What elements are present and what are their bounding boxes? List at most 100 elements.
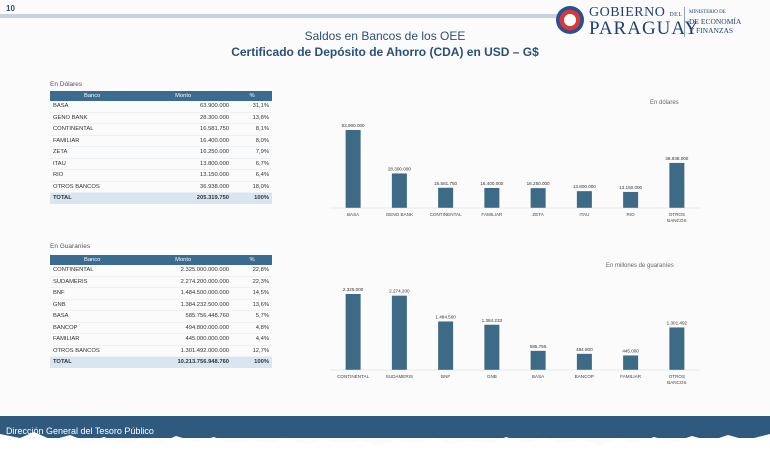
usd-chart-data-label: 16.581.750: [434, 181, 457, 186]
usd-table-cell: 36.938.000: [134, 181, 233, 193]
gs-chart-data-label: 585.756: [530, 344, 547, 349]
gs-table-cell: 2.274.200.000.000: [134, 276, 233, 288]
usd-chart-bar: [669, 162, 685, 208]
gs-chart-category-label: GNB: [487, 374, 497, 379]
gs-chart-data-label: 494.800: [576, 347, 593, 352]
usd-chart-category-label: BASA: [347, 212, 360, 217]
gs-table-cell: 4,8%: [232, 322, 272, 334]
gs-table-cell: OTROS BANCOS: [50, 345, 135, 357]
usd-table-row: GENO BANK 28.300.000 13,8%: [50, 112, 272, 124]
gs-chart-data-label: 1.301.492: [667, 320, 688, 325]
usd-table-row: CONTINENTAL 16.581.750 8,1%: [50, 123, 272, 136]
gs-chart-category-label: SUDAMERIS: [386, 374, 413, 379]
gs-chart-data-label: 1.384.233: [482, 318, 503, 323]
usd-bar-chart: 63.900.000 BASA 28.300.000 GENO BANK 16.581.…: [330, 123, 700, 223]
usd-table-cell: 18,0%: [232, 181, 272, 193]
gs-table-cell: 1.384.232.500.000: [134, 299, 233, 311]
gs-table-cell: 4,4%: [232, 333, 272, 346]
gs-table: Banco Monto% CONTINENTAL 2.325.000.000.000…: [50, 255, 272, 368]
usd-chart-title: En dólares: [650, 100, 679, 106]
slide-subtitle: Certificado de Depósito de Ahorro (CDA) …: [231, 45, 539, 59]
usd-table-cell: 6,4%: [232, 169, 272, 182]
logo-ministry-text: MINISTERIO DE DE ECONOMÍA Y FINANZAS: [689, 10, 742, 35]
gs-table-cell: CONTINENTAL: [50, 265, 135, 277]
usd-section-label: En Dólares: [50, 81, 83, 88]
gs-table-cell: 22,3%: [232, 276, 272, 288]
slide-title: Saldos en Bancos de los OEE: [304, 29, 466, 43]
usd-table-cell: 13.800.000: [134, 158, 233, 170]
gs-chart-category-label: BANCOP: [575, 374, 594, 379]
usd-table-cell: FAMILIAR: [50, 135, 135, 147]
gs-chart-bar: [576, 353, 592, 370]
gs-chart-bar: [484, 324, 500, 370]
gs-table-cell: 12,7%: [232, 345, 272, 357]
gs-table-cell: TOTAL: [50, 356, 135, 368]
national-seal-icon: [556, 6, 584, 34]
gs-table-cell: 13,6%: [232, 299, 272, 311]
gs-chart-title: En millones de guaraníes: [606, 263, 674, 269]
usd-header-cell: %: [232, 91, 272, 101]
gs-table-cell: 1.301.492.000.000: [134, 345, 233, 357]
gs-chart-category-label: BASA: [532, 374, 545, 379]
usd-chart-bar: [576, 191, 592, 208]
usd-header-cell: Monto: [134, 91, 233, 101]
usd-table-cell: CONTINENTAL: [50, 123, 135, 136]
gs-chart-bar: [391, 295, 407, 370]
usd-chart-category-label: OTROS: [669, 212, 685, 217]
usd-chart-bar: [530, 188, 546, 208]
gs-total-row: TOTAL 10.213.756.948.760 100%: [50, 356, 272, 368]
gs-table-cell: 100%: [232, 356, 272, 368]
gs-chart-category-label: BANCOS: [667, 380, 686, 385]
usd-chart-category-label: ZETA: [532, 212, 544, 217]
footer-text: Dirección General del Tesoro Público: [6, 426, 154, 436]
usd-table-row: ITAU 13.800.000 6,7%: [50, 158, 272, 170]
gs-table-header: Banco Monto%: [50, 255, 272, 265]
usd-chart-bar: [438, 187, 454, 208]
usd-table-cell: 28.300.000: [134, 112, 233, 124]
gs-table-row: GNB 1.384.232.500.000 13,6%: [50, 299, 272, 311]
usd-chart-data-label: 36.938.000: [665, 156, 688, 161]
gs-chart-bar: [669, 327, 685, 370]
usd-chart-category-label: GENO BANK: [386, 212, 414, 217]
gs-table-cell: BANCOP: [50, 322, 135, 334]
gs-table-cell: 10.213.756.948.760: [134, 356, 233, 368]
logo-divider: [684, 7, 685, 37]
usd-table-cell: 100%: [232, 192, 272, 204]
gs-chart-data-label: 1.484.500: [435, 314, 456, 319]
gs-chart-bar: [345, 294, 361, 370]
usd-chart-category-label: CONTINENTAL: [430, 212, 463, 217]
gs-chart-category-label: CONTINENTAL: [337, 374, 370, 379]
gs-table-cell: 2.325.000.000.000: [134, 265, 233, 277]
gs-chart-bar: [623, 355, 639, 370]
gs-table-cell: FAMILIAR: [50, 333, 135, 346]
usd-chart-data-label: 28.300.000: [388, 166, 411, 171]
usd-table-cell: ZETA: [50, 146, 135, 159]
usd-chart-data-label: 13.150.000: [619, 185, 642, 190]
gs-table-row: OTROS BANCOS 1.301.492.000.000 12,7%: [50, 345, 272, 357]
gs-table-cell: BNF: [50, 287, 135, 300]
gs-table-row: BNF 1.484.500.000.000 14,5%: [50, 287, 272, 300]
usd-table-cell: BASA: [50, 101, 135, 113]
usd-table-cell: 16.400.000: [134, 135, 233, 147]
gs-table-cell: 22,8%: [232, 265, 272, 277]
page-number: 10: [6, 4, 15, 13]
gs-chart-bar: [438, 321, 454, 370]
gs-table-cell: 585.756.448.760: [134, 310, 233, 323]
usd-table-cell: 8,1%: [232, 123, 272, 136]
header-rule: [0, 14, 560, 18]
usd-table-cell: 13.150.000: [134, 169, 233, 182]
footer-bar: [0, 416, 770, 438]
gs-table-cell: SUDAMERIS: [50, 276, 135, 288]
usd-chart-bar: [345, 130, 361, 208]
usd-table-cell: 205.319.750: [134, 192, 233, 204]
government-logo: GOBIERNO DEL PARAGUAY MINISTERIO DE DE E…: [556, 4, 766, 42]
usd-table-row: RIO 13.150.000 6,4%: [50, 169, 272, 182]
usd-table-cell: TOTAL: [50, 192, 135, 204]
gs-chart-data-label: 445.000: [622, 348, 639, 353]
gs-header-cell: Monto: [134, 255, 233, 265]
gs-table-row: SUDAMERIS 2.274.200.000.000 22,3%: [50, 276, 272, 288]
logo-gobierno-text: GOBIERNO DEL: [589, 5, 683, 20]
gs-chart-bar: [530, 350, 546, 370]
gs-table-cell: 445.000.000.000: [134, 333, 233, 346]
usd-table-row: BASA 63.900.000 31,1%: [50, 101, 272, 113]
